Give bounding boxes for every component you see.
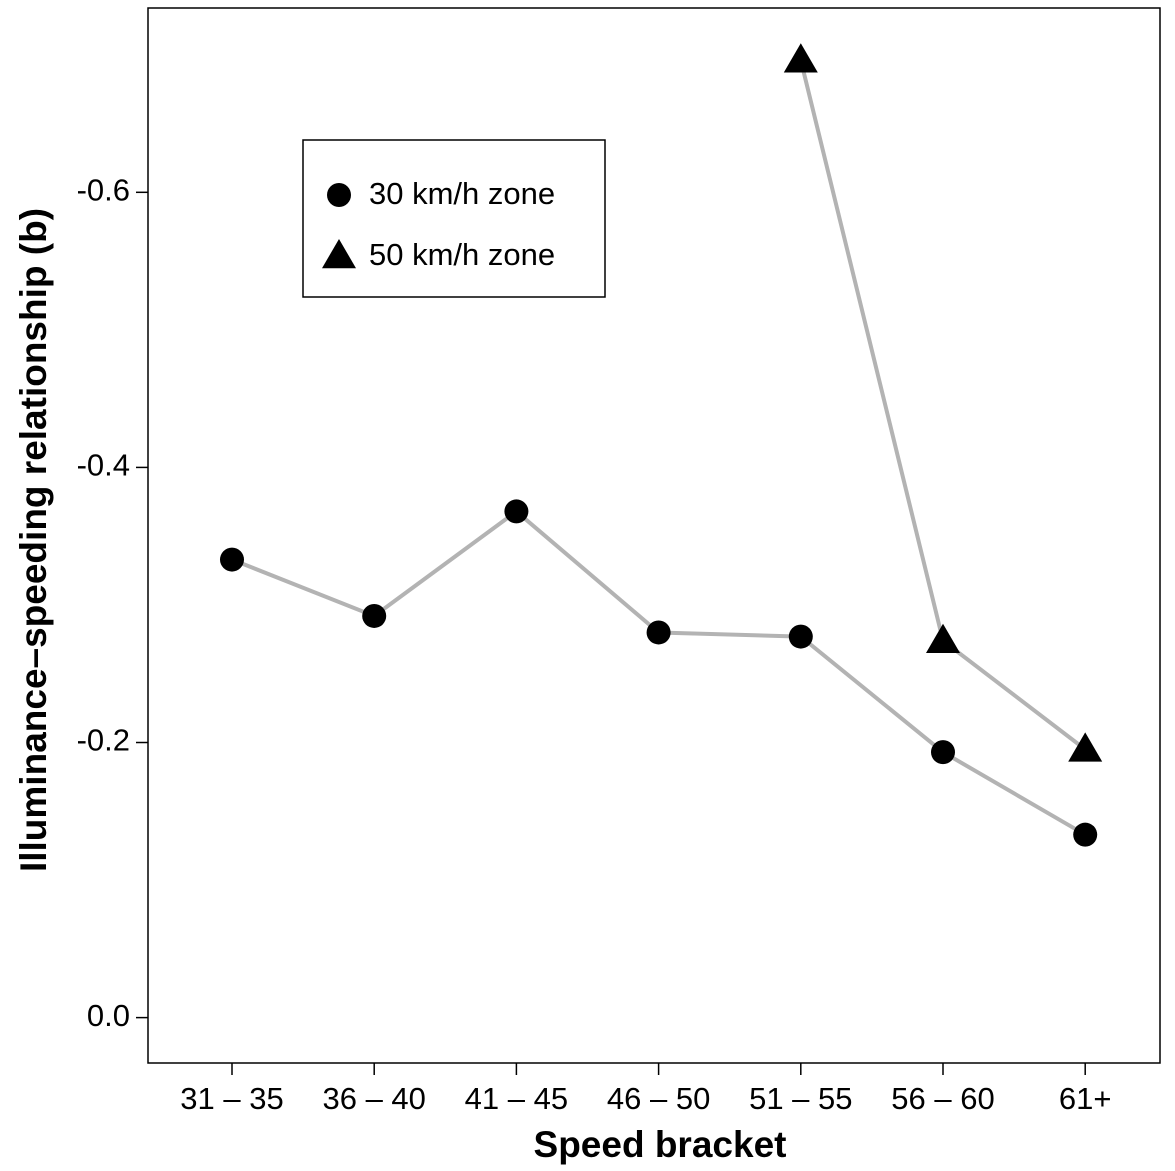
legend-marker: [322, 239, 356, 269]
point: [646, 620, 671, 645]
y-tick-label: -0.6: [77, 173, 130, 208]
x-tick-label: 61+: [1059, 1081, 1112, 1116]
point: [362, 603, 387, 628]
point: [1068, 732, 1103, 762]
legend-box: [302, 139, 606, 298]
point: [1073, 822, 1098, 847]
legend-marker: [327, 183, 351, 207]
x-tick-label: 41 – 45: [465, 1081, 568, 1116]
x-axis-title: Speed bracket: [534, 1124, 787, 1165]
legend-label: 50 km/h zone: [369, 237, 555, 272]
point: [926, 623, 960, 653]
plot-frame: [147, 7, 1161, 1064]
x-tick-label: 31 – 35: [180, 1081, 283, 1116]
x-tick-label: 46 – 50: [607, 1081, 710, 1116]
point: [220, 547, 244, 572]
point: [788, 624, 813, 649]
y-axis-title: Illuminance–speeding relationship (b): [13, 208, 54, 872]
point: [931, 740, 955, 765]
x-tick-label: 36 – 40: [322, 1081, 425, 1116]
legend-label: 30 km/h zone: [369, 176, 555, 211]
x-tick-label: 56 – 60: [891, 1081, 994, 1116]
y-tick-label: -0.4: [77, 448, 130, 483]
series-line: [231, 508, 1087, 837]
x-tick-label: 51 – 55: [749, 1081, 852, 1116]
point: [504, 499, 529, 524]
y-tick-label: 0.0: [87, 998, 130, 1033]
y-tick-label: -0.2: [77, 723, 130, 758]
point: [783, 43, 818, 73]
